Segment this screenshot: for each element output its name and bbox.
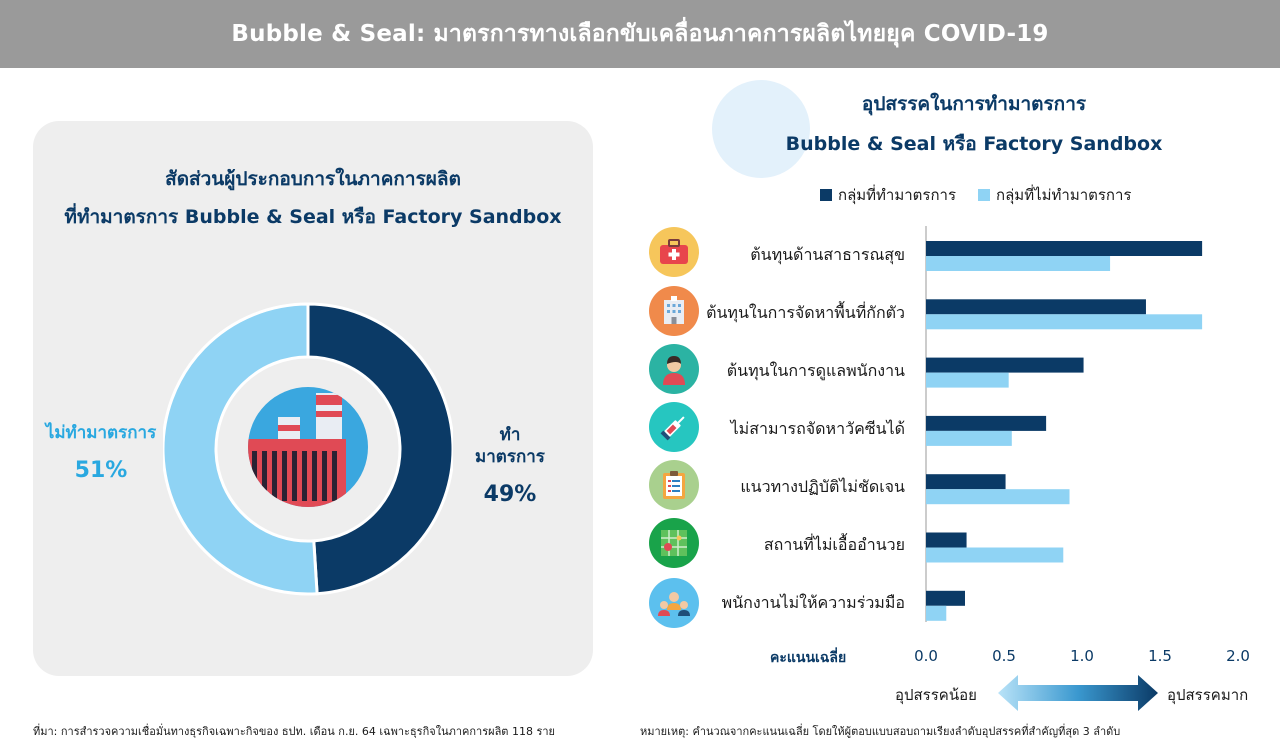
bar-non-measure — [926, 372, 1009, 388]
legend-swatch-light — [978, 189, 991, 201]
non-measure-percent: 51% — [74, 458, 128, 483]
method-note: หมายเหตุ: คำนวณจากคะแนนเฉลี่ย โดยให้ผู้ต… — [640, 725, 1121, 738]
category-label: ต้นทุนด้านสาธารณสุข — [750, 245, 905, 264]
donut-slice — [306, 302, 455, 596]
category-label: พนักงานไม่ให้ความร่วมมือ — [721, 593, 905, 612]
chart-legend: กลุ่มที่ทำมาตรการ กลุ่มที่ไม่ทำมาตรการ — [820, 183, 1132, 207]
share-title-line2: ที่ทำมาตรการ Bubble & Seal หรือ Factory … — [64, 206, 562, 228]
legend-swatch-dark — [820, 189, 832, 201]
donut-slice — [161, 302, 319, 596]
category-label: สถานที่ไม่เอื้ออำนวย — [763, 535, 905, 554]
x-tick-label: 0.0 — [914, 647, 938, 665]
decorative-circle — [712, 80, 810, 178]
label-non-measure: ไม่ทำมาตรการ 51% — [40, 422, 162, 484]
x-tick-label: 2.0 — [1226, 647, 1250, 665]
page-header: Bubble & Seal: มาตรการทางเลือกขับเคลื่อน… — [0, 0, 1280, 68]
category-label: ไม่สามารถจัดหาวัคซีนได้ — [730, 419, 905, 438]
bar-non-measure — [926, 256, 1111, 271]
category-label: แนวทางปฏิบัติไม่ชัดเจน — [740, 477, 905, 496]
legend-item-measure: กลุ่มที่ทำมาตรการ — [820, 183, 956, 207]
scale-arrow — [998, 675, 1158, 711]
bar-non-measure — [926, 314, 1203, 330]
clipboard-guideline-icon — [649, 460, 699, 510]
obstacle-title-line1: อุปสรรคในการทำมาตรการ — [861, 93, 1087, 115]
arrow-high-label: อุปสรรคมาก — [1167, 686, 1249, 704]
bar-non-measure — [926, 489, 1070, 505]
map-location-icon — [649, 518, 699, 568]
category-label: ต้นทุนในการดูแลพนักงาน — [726, 361, 905, 380]
measure-percent: 49% — [483, 482, 537, 507]
building-icon — [649, 286, 699, 336]
worker-icon — [649, 344, 699, 394]
bar-measure — [926, 532, 967, 548]
bar-measure — [926, 474, 1006, 490]
source-note: ที่มา: การสำรวจความเชื่อมั่นทางธุรกิจเฉพ… — [33, 725, 555, 738]
vaccine-syringe-icon — [649, 402, 699, 452]
legend-label-non-measure: กลุ่มที่ไม่ทำมาตรการ — [996, 186, 1132, 204]
x-tick-label: 1.5 — [1148, 647, 1172, 665]
bar-non-measure — [926, 547, 1064, 563]
obstacle-title-line2: Bubble & Seal หรือ Factory Sandbox — [785, 133, 1163, 155]
obstacle-chart-title: อุปสรรคในการทำมาตรการ Bubble & Seal หรือ… — [700, 84, 1248, 164]
donut-chart — [161, 300, 455, 598]
page-title: Bubble & Seal: มาตรการทางเลือกขับเคลื่อน… — [231, 21, 1049, 47]
bar-measure — [926, 415, 1047, 431]
legend-item-non-measure: กลุ่มที่ไม่ทำมาตรการ — [978, 183, 1132, 207]
label-measure: ทำมาตรการ 49% — [470, 424, 550, 508]
share-title-line1: สัดส่วนผู้ประกอบการในภาคการผลิต — [165, 168, 461, 190]
bar-measure — [926, 357, 1084, 373]
bar-measure — [926, 590, 965, 606]
x-axis-label: คะแนนเฉลี่ย — [770, 650, 847, 666]
bar-non-measure — [926, 605, 947, 621]
bar-measure — [926, 299, 1146, 315]
share-panel-title: สัดส่วนผู้ประกอบการในภาคการผลิต ที่ทำมาต… — [33, 160, 593, 236]
arrow-low-label: อุปสรรคน้อย — [895, 686, 977, 704]
category-label: ต้นทุนในการจัดหาพื้นที่กักตัว — [706, 303, 905, 322]
factory-icon — [248, 387, 368, 507]
first-aid-kit-icon — [649, 227, 699, 277]
bar-measure — [926, 241, 1203, 256]
team-people-icon — [649, 578, 699, 628]
x-tick-label: 0.5 — [992, 647, 1016, 665]
donut-svg — [161, 302, 455, 596]
non-measure-label: ไม่ทำมาตรการ — [45, 423, 157, 443]
x-tick-label: 1.0 — [1070, 647, 1094, 665]
bar-non-measure — [926, 430, 1012, 446]
legend-label-measure: กลุ่มที่ทำมาตรการ — [838, 186, 957, 204]
measure-label: ทำมาตรการ — [475, 425, 545, 467]
